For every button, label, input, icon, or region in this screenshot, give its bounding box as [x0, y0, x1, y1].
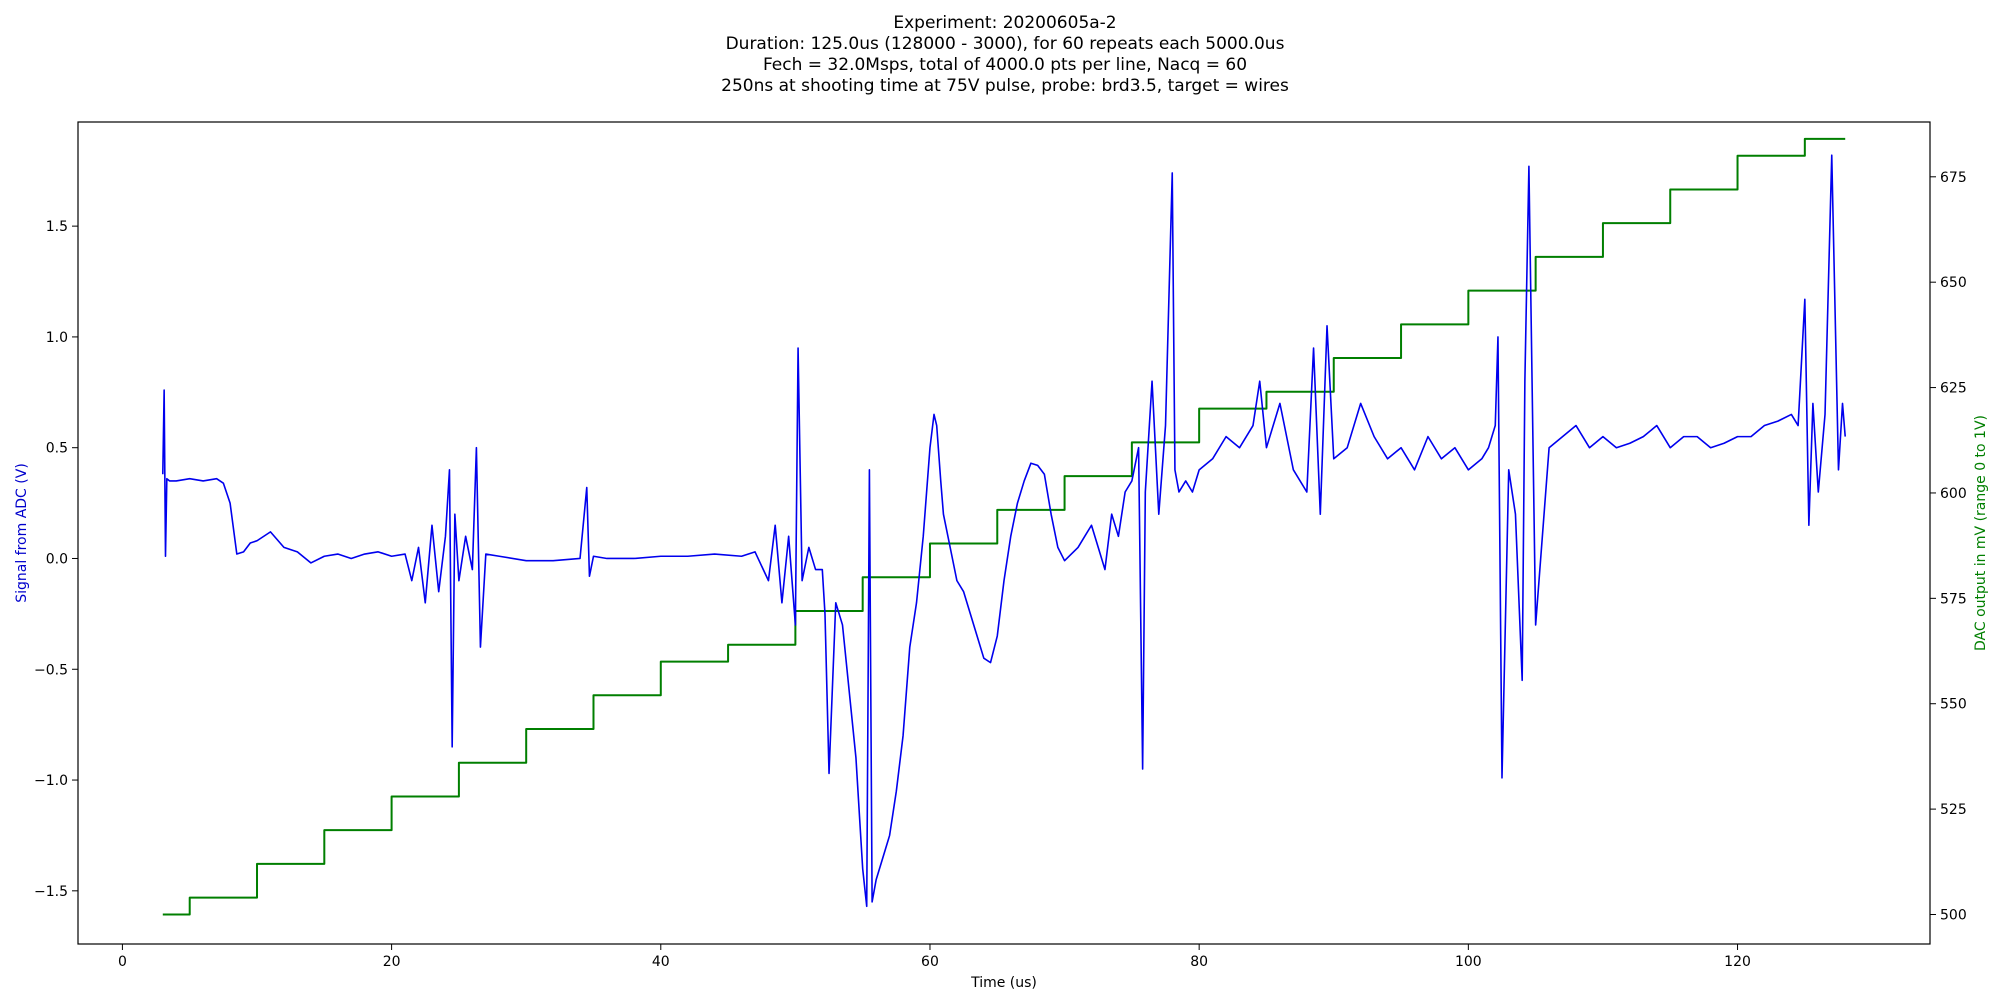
- series-layer: [163, 139, 1845, 915]
- series-line-signal: [163, 155, 1845, 906]
- y-left-tick-label: 0.0: [46, 551, 68, 567]
- x-tick-label: 60: [921, 954, 939, 970]
- y-left-tick-label: 1.0: [46, 330, 68, 346]
- x-tick-label: 20: [383, 954, 401, 970]
- x-tick-label: 80: [1190, 954, 1208, 970]
- y-right-tick-label: 525: [1940, 802, 1967, 818]
- x-tick-label: 100: [1455, 954, 1482, 970]
- y-left-tick-label: −1.0: [34, 773, 68, 789]
- y-axis-left: −1.5 −1.0 −0.5 0.0 0.5 1.0 1.5: [34, 219, 78, 900]
- y-left-tick-label: 0.5: [46, 441, 68, 457]
- title-line-3: Fech = 32.0Msps, total of 4000.0 pts per…: [763, 55, 1247, 75]
- title-line-4: 250ns at shooting time at 75V pulse, pro…: [721, 76, 1289, 96]
- title-line-2: Duration: 125.0us (128000 - 3000), for 6…: [726, 34, 1285, 54]
- x-tick-label: 40: [652, 954, 670, 970]
- y-right-tick-label: 575: [1940, 591, 1967, 607]
- series-line-dac: [163, 139, 1845, 915]
- y-axis-left-label: Signal from ADC (V): [14, 463, 30, 603]
- x-tick-label: 0: [118, 954, 127, 970]
- y-right-tick-label: 675: [1940, 170, 1967, 186]
- y-left-tick-label: 1.5: [46, 219, 68, 235]
- y-right-tick-label: 600: [1940, 486, 1967, 502]
- y-left-tick-label: −1.5: [34, 884, 68, 900]
- y-right-tick-label: 500: [1940, 907, 1967, 923]
- y-axis-right-label: DAC output in mV (range 0 to 1V): [1973, 415, 1989, 651]
- y-left-tick-label: −0.5: [34, 662, 68, 678]
- y-axis-right: 500 525 550 575 600 625 650 675: [1930, 170, 1967, 924]
- y-right-tick-label: 650: [1940, 275, 1967, 291]
- y-right-tick-label: 625: [1940, 381, 1967, 397]
- x-axis-label: Time (us): [970, 975, 1037, 991]
- title-line-1: Experiment: 20200605a-2: [893, 13, 1116, 33]
- x-axis: 0 20 40 60 80 100 120: [118, 944, 1751, 970]
- plot-area-frame: [78, 122, 1930, 944]
- x-tick-label: 120: [1724, 954, 1751, 970]
- chart-title: Experiment: 20200605a-2 Duration: 125.0u…: [721, 13, 1289, 96]
- y-right-tick-label: 550: [1940, 697, 1967, 713]
